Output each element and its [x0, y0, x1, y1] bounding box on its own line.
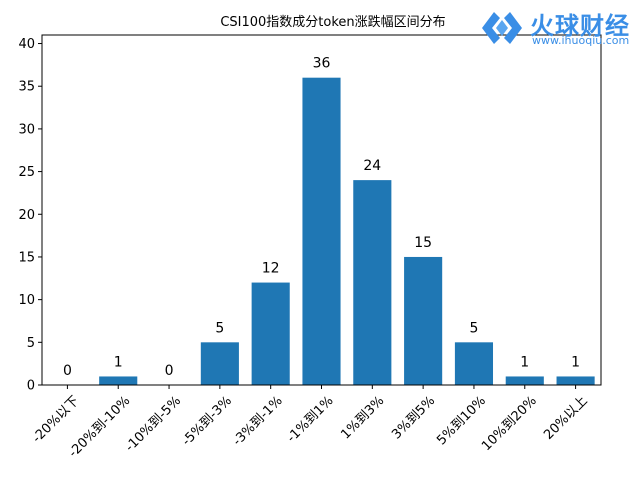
- x-tick-label-5: -1%到1%: [284, 393, 336, 445]
- watermark-name: 火球财经: [530, 12, 630, 40]
- x-tick-label-6: 1%到3%: [338, 393, 387, 442]
- y-tick-label-1: 5: [27, 336, 35, 351]
- bar-10: [556, 376, 595, 385]
- data-label-9: 1: [520, 354, 529, 370]
- bar-3: [200, 342, 239, 385]
- bar-7: [404, 256, 443, 385]
- y-tick-label-4: 20: [18, 208, 35, 223]
- x-tick-label-9: 10%到20%: [479, 393, 540, 454]
- y-axis: 0 5 10 15 20 25 30 35 40: [18, 37, 42, 394]
- bar-9: [505, 376, 544, 385]
- data-label-10: 1: [571, 354, 580, 370]
- x-tick-label-0: -20%以下: [30, 393, 83, 446]
- x-tick-label-10: 20%以上: [541, 393, 590, 442]
- data-label-0: 0: [63, 363, 72, 379]
- y-tick-label-2: 10: [18, 293, 35, 308]
- x-tick-label-3: -5%到-3%: [179, 393, 235, 449]
- data-label-3: 5: [215, 320, 224, 336]
- bar-4: [251, 282, 290, 385]
- x-tick-label-7: 3%到5%: [389, 393, 438, 442]
- bar-6: [353, 180, 392, 385]
- data-label-5: 36: [313, 56, 331, 72]
- bar-8: [454, 342, 494, 385]
- watermark-logo: 火球财经 www.ihuoqiu.com: [478, 6, 638, 50]
- y-tick-label-7: 35: [18, 80, 35, 95]
- x-tick-label-4: -3%到-1%: [230, 393, 286, 449]
- y-tick-label-3: 15: [18, 250, 35, 265]
- chart-title: CSI100指数成分token涨跌幅区间分布: [220, 14, 445, 30]
- watermark-url: www.ihuoqiu.com: [532, 34, 630, 47]
- data-label-2: 0: [165, 363, 174, 379]
- flame-logo-icon: [482, 12, 522, 44]
- data-label-4: 12: [262, 261, 280, 277]
- data-labels-layer: 0 1 0 5 12 36 24 15 5 1 1: [63, 56, 580, 379]
- bars-layer: [99, 77, 595, 386]
- data-label-6: 24: [363, 158, 381, 174]
- data-label-8: 5: [469, 320, 478, 336]
- y-tick-label-5: 25: [18, 165, 35, 180]
- data-label-7: 15: [414, 235, 432, 251]
- data-label-1: 1: [114, 354, 123, 370]
- x-axis: -20%以下-20%到-10%-10%到-5%-5%到-3%-3%到-1%-1%…: [30, 385, 591, 461]
- bar-5: [302, 77, 341, 386]
- x-tick-label-8: 5%到10%: [434, 393, 489, 448]
- plot-frame: [41, 34, 602, 386]
- bar-1: [99, 376, 138, 385]
- y-tick-label-6: 30: [18, 122, 35, 137]
- y-tick-label-8: 40: [18, 37, 35, 52]
- y-tick-label-0: 0: [27, 379, 35, 394]
